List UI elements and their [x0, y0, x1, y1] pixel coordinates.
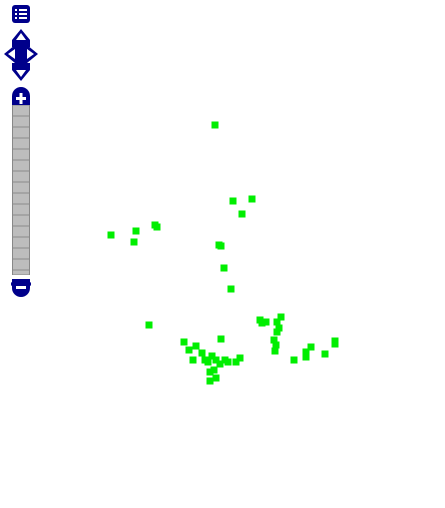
map-marker[interactable]: [232, 358, 240, 366]
map-marker[interactable]: [220, 264, 228, 272]
map-marker[interactable]: [271, 347, 279, 355]
map-marker[interactable]: [189, 356, 197, 364]
map-marker[interactable]: [321, 350, 329, 358]
map-marker[interactable]: [198, 349, 206, 357]
map-marker[interactable]: [290, 356, 298, 364]
map-marker[interactable]: [107, 231, 115, 239]
map-marker[interactable]: [151, 221, 159, 229]
layer-switcher-button[interactable]: [11, 4, 31, 24]
minus-icon: [12, 279, 30, 297]
map-marker[interactable]: [273, 318, 281, 326]
arrow-right-icon: [20, 45, 38, 63]
zoom-in-button[interactable]: [11, 87, 31, 107]
map-marker[interactable]: [132, 227, 140, 235]
map-marker[interactable]: [130, 238, 138, 246]
map-marker[interactable]: [217, 242, 225, 250]
map-marker[interactable]: [216, 360, 224, 368]
map-marker[interactable]: [270, 336, 278, 344]
map-marker[interactable]: [258, 319, 266, 327]
list-icon: [12, 5, 30, 23]
map-marker[interactable]: [236, 354, 244, 362]
map-marker[interactable]: [277, 313, 285, 321]
map-marker[interactable]: [208, 352, 216, 360]
map-marker[interactable]: [204, 358, 212, 366]
zoom-bar: [12, 104, 30, 276]
arrow-left-icon: [4, 45, 22, 63]
map-marker[interactable]: [180, 338, 188, 346]
pan-up-button[interactable]: [11, 28, 31, 48]
map-marker[interactable]: [211, 121, 219, 129]
map-marker[interactable]: [221, 356, 229, 364]
map-marker[interactable]: [192, 342, 200, 350]
map-marker[interactable]: [331, 340, 339, 348]
map-marker[interactable]: [262, 318, 270, 326]
map-marker[interactable]: [248, 195, 256, 203]
pan-right-button[interactable]: [19, 44, 39, 64]
pan-left-button[interactable]: [3, 44, 23, 64]
map-marker[interactable]: [302, 353, 310, 361]
map-marker[interactable]: [217, 335, 225, 343]
map-marker[interactable]: [212, 356, 220, 364]
map-marker[interactable]: [145, 321, 153, 329]
map-marker[interactable]: [206, 377, 214, 385]
map-marker[interactable]: [238, 210, 246, 218]
map-marker[interactable]: [206, 368, 214, 376]
map-marker[interactable]: [185, 346, 193, 354]
map-marker[interactable]: [210, 366, 218, 374]
map-marker[interactable]: [229, 197, 237, 205]
pan-down-button[interactable]: [11, 62, 31, 82]
map-marker[interactable]: [273, 328, 281, 336]
map-marker[interactable]: [272, 341, 280, 349]
map-marker[interactable]: [227, 285, 235, 293]
zoom-out-button[interactable]: [11, 278, 31, 298]
arrow-up-icon: [12, 29, 30, 47]
arrow-down-icon: [12, 63, 30, 81]
map-marker[interactable]: [302, 348, 310, 356]
plus-icon: [12, 87, 30, 106]
map-marker[interactable]: [212, 374, 220, 382]
map-marker[interactable]: [275, 324, 283, 332]
map-marker[interactable]: [307, 343, 315, 351]
zoom-slider[interactable]: [12, 104, 30, 276]
